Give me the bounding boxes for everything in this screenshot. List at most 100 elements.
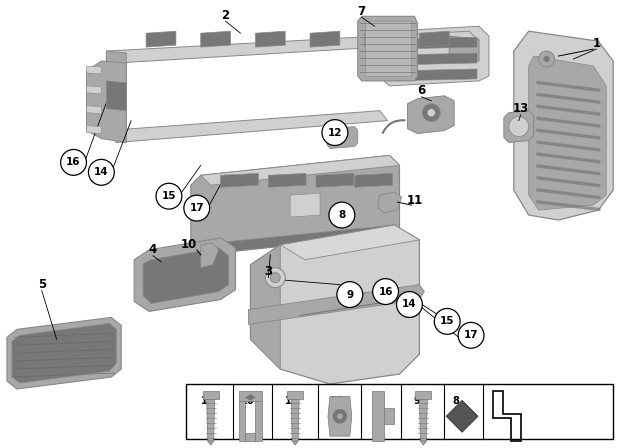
Text: 9: 9 bbox=[413, 396, 420, 406]
Text: 5: 5 bbox=[38, 278, 46, 291]
Polygon shape bbox=[415, 392, 431, 400]
Polygon shape bbox=[392, 53, 477, 65]
Circle shape bbox=[322, 120, 348, 146]
Polygon shape bbox=[106, 51, 126, 142]
Text: 16: 16 bbox=[67, 157, 81, 168]
Polygon shape bbox=[86, 61, 126, 142]
Polygon shape bbox=[537, 105, 600, 116]
Polygon shape bbox=[86, 106, 101, 114]
Polygon shape bbox=[201, 243, 219, 268]
Text: 16: 16 bbox=[378, 287, 393, 297]
Polygon shape bbox=[383, 408, 394, 424]
Polygon shape bbox=[419, 31, 449, 47]
Polygon shape bbox=[537, 200, 600, 211]
Polygon shape bbox=[201, 155, 399, 185]
Polygon shape bbox=[529, 56, 606, 210]
Text: 9: 9 bbox=[346, 289, 353, 300]
Polygon shape bbox=[316, 173, 354, 187]
Polygon shape bbox=[537, 141, 600, 151]
Polygon shape bbox=[221, 173, 259, 187]
Circle shape bbox=[156, 183, 182, 209]
Polygon shape bbox=[191, 155, 399, 255]
Polygon shape bbox=[327, 127, 358, 148]
Polygon shape bbox=[365, 31, 394, 47]
Text: 1: 1 bbox=[592, 37, 600, 50]
Polygon shape bbox=[208, 441, 214, 445]
Polygon shape bbox=[106, 81, 126, 111]
Circle shape bbox=[61, 150, 86, 175]
Text: 6: 6 bbox=[417, 84, 426, 97]
Polygon shape bbox=[86, 125, 101, 134]
Polygon shape bbox=[408, 96, 454, 134]
Polygon shape bbox=[248, 284, 424, 324]
Polygon shape bbox=[239, 401, 246, 441]
Bar bbox=[186, 384, 613, 439]
Text: 10: 10 bbox=[180, 238, 197, 251]
Polygon shape bbox=[268, 173, 306, 187]
Text: 14: 14 bbox=[330, 396, 344, 406]
Text: 8: 8 bbox=[452, 396, 459, 406]
Text: 4: 4 bbox=[149, 243, 157, 256]
Polygon shape bbox=[290, 193, 320, 217]
Circle shape bbox=[422, 104, 440, 122]
Text: 12: 12 bbox=[372, 396, 385, 406]
Polygon shape bbox=[86, 66, 101, 74]
Polygon shape bbox=[537, 116, 600, 128]
Text: 14: 14 bbox=[402, 300, 417, 310]
Polygon shape bbox=[328, 396, 352, 436]
Text: 17: 17 bbox=[189, 203, 204, 213]
Text: 3: 3 bbox=[264, 265, 273, 278]
Polygon shape bbox=[196, 225, 394, 255]
Polygon shape bbox=[419, 400, 428, 441]
Circle shape bbox=[88, 159, 115, 185]
Polygon shape bbox=[106, 31, 479, 63]
Circle shape bbox=[333, 409, 347, 423]
Circle shape bbox=[435, 309, 460, 334]
Polygon shape bbox=[537, 177, 600, 187]
Polygon shape bbox=[250, 225, 419, 384]
Text: 7: 7 bbox=[358, 5, 366, 18]
Text: 13: 13 bbox=[513, 102, 529, 115]
Circle shape bbox=[539, 51, 554, 67]
Circle shape bbox=[397, 292, 422, 318]
Polygon shape bbox=[106, 111, 388, 142]
Polygon shape bbox=[310, 31, 340, 47]
Polygon shape bbox=[514, 31, 613, 220]
Polygon shape bbox=[255, 401, 262, 441]
Text: 304364: 304364 bbox=[577, 429, 613, 439]
Circle shape bbox=[337, 414, 343, 419]
Circle shape bbox=[329, 202, 355, 228]
Text: 11: 11 bbox=[406, 194, 422, 207]
Polygon shape bbox=[12, 323, 116, 383]
Polygon shape bbox=[143, 248, 228, 303]
Polygon shape bbox=[207, 400, 214, 441]
Polygon shape bbox=[201, 31, 230, 47]
Polygon shape bbox=[537, 152, 600, 164]
Polygon shape bbox=[239, 392, 262, 401]
Text: 12: 12 bbox=[328, 128, 342, 138]
Circle shape bbox=[337, 282, 363, 307]
Polygon shape bbox=[287, 392, 303, 400]
Polygon shape bbox=[392, 37, 477, 49]
Text: 17: 17 bbox=[201, 396, 214, 406]
Polygon shape bbox=[86, 86, 101, 94]
Polygon shape bbox=[449, 36, 479, 61]
Polygon shape bbox=[365, 21, 412, 76]
Circle shape bbox=[428, 109, 435, 116]
Circle shape bbox=[372, 279, 399, 305]
Polygon shape bbox=[504, 111, 534, 142]
Polygon shape bbox=[355, 173, 392, 187]
Polygon shape bbox=[246, 394, 255, 401]
Polygon shape bbox=[420, 441, 426, 445]
Polygon shape bbox=[292, 441, 298, 445]
Polygon shape bbox=[291, 400, 299, 441]
Circle shape bbox=[509, 116, 529, 137]
Polygon shape bbox=[358, 16, 417, 81]
Text: 15: 15 bbox=[162, 191, 176, 201]
Circle shape bbox=[543, 56, 550, 62]
Polygon shape bbox=[146, 31, 176, 47]
Polygon shape bbox=[537, 188, 600, 199]
Polygon shape bbox=[378, 192, 401, 213]
Polygon shape bbox=[392, 69, 477, 81]
Circle shape bbox=[184, 195, 210, 221]
